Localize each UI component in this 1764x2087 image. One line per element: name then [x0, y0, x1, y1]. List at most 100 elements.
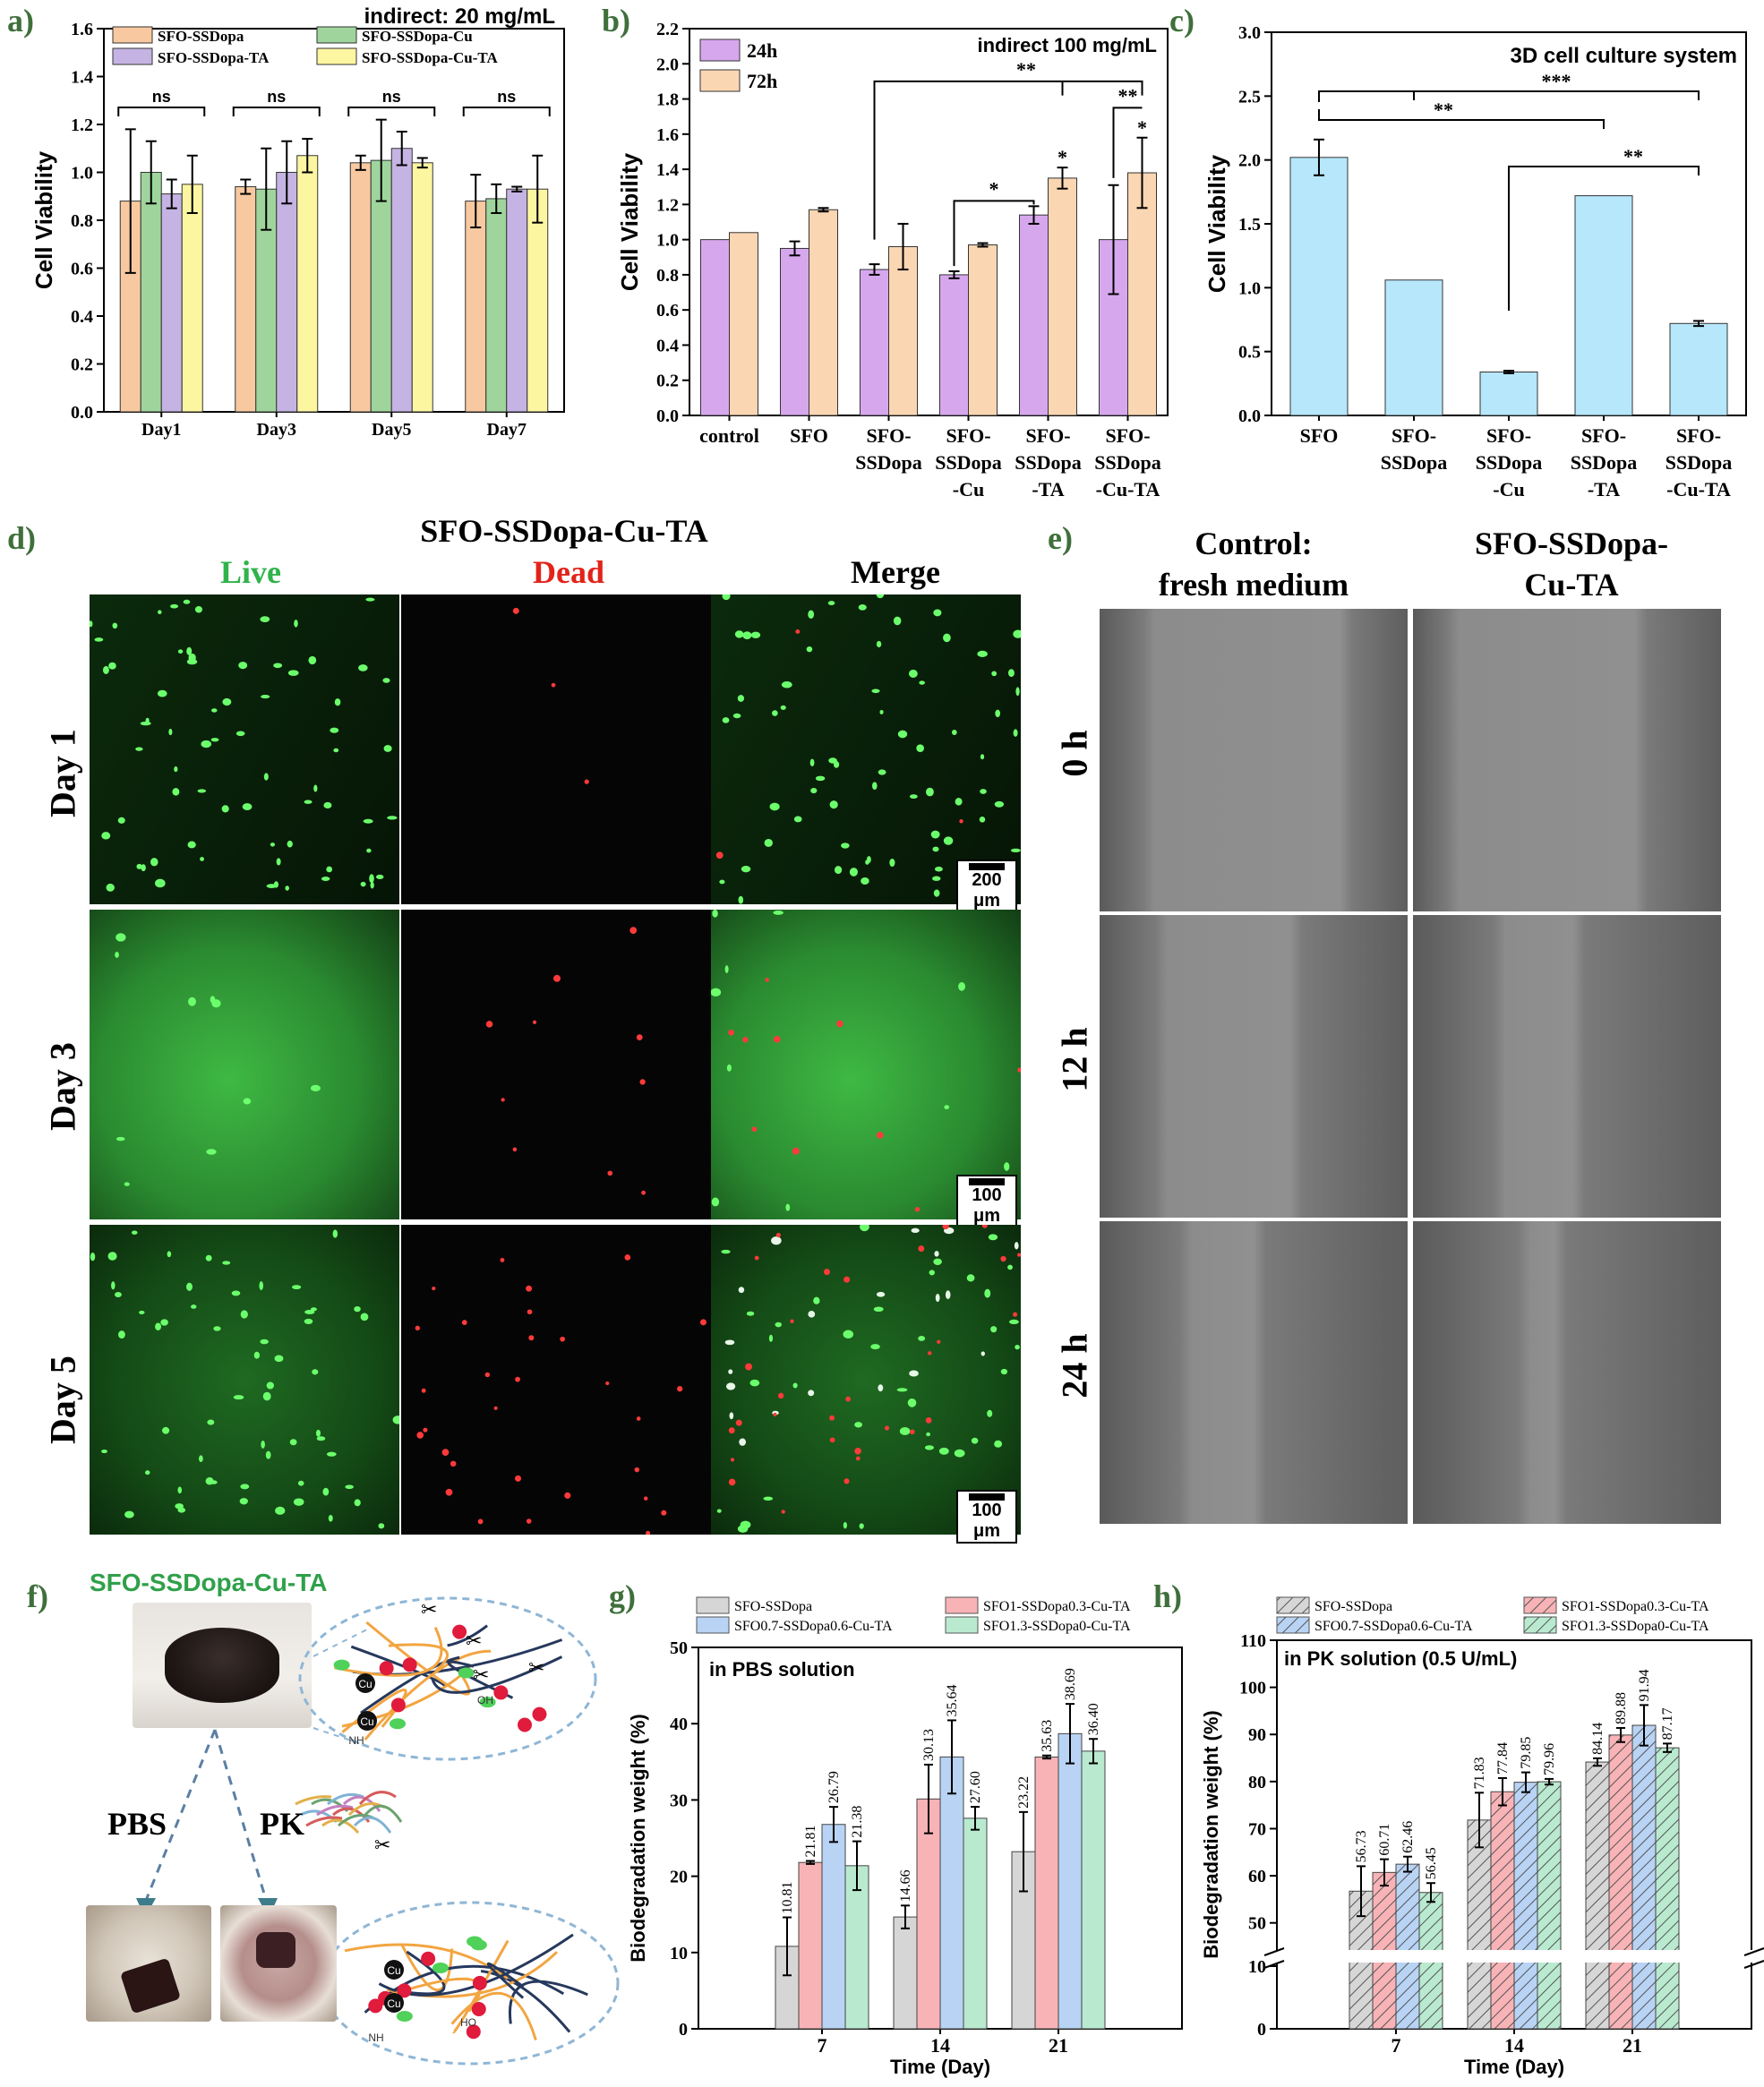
cell	[262, 1391, 271, 1401]
polymer-strand	[387, 1977, 482, 2013]
dead-cell	[855, 1456, 861, 1461]
cell	[139, 1310, 145, 1315]
cell	[370, 882, 374, 889]
data-label: 21.38	[850, 1806, 865, 1838]
cell	[907, 1398, 917, 1407]
dead-cell	[715, 851, 724, 860]
dead-cell	[854, 1448, 861, 1455]
bar	[1127, 172, 1157, 416]
cell	[160, 1319, 168, 1326]
cell	[944, 1105, 950, 1109]
bar	[276, 172, 298, 413]
data-label: 21.81	[803, 1825, 818, 1857]
cell	[273, 663, 283, 669]
cell	[392, 1416, 399, 1424]
scratch-treated-12h	[1413, 915, 1721, 1218]
scale-bar-line	[969, 1493, 1005, 1501]
cell	[861, 877, 869, 885]
dead-cell	[937, 1339, 941, 1344]
bar	[181, 184, 203, 413]
bar	[1479, 371, 1538, 416]
cell	[239, 1498, 248, 1505]
cell	[739, 1438, 747, 1446]
cell	[916, 744, 925, 753]
cell	[167, 1251, 172, 1258]
x-tick-label: -Cu-TA	[1096, 478, 1160, 500]
chart-g: 0 10 20 30 40 50 Biodegradation weight (%) Time…	[627, 1596, 1183, 2078]
bar	[465, 201, 487, 413]
network-ellipse-top	[298, 1596, 597, 1761]
micrograph-day3-merge	[711, 910, 1021, 1219]
dead-cell	[781, 1510, 785, 1514]
green-node	[432, 1962, 449, 1973]
cell	[897, 730, 908, 739]
d-row-day5: Day 5	[42, 1356, 83, 1444]
cell	[197, 789, 207, 793]
dead-cell	[677, 1386, 683, 1392]
legend-swatch	[112, 47, 153, 65]
chart-title: in PK solution (0.5 U/mL)	[1284, 1647, 1517, 1670]
sig-label: *	[1058, 146, 1067, 168]
cell	[276, 858, 281, 866]
cell	[111, 1281, 116, 1290]
e-row-12h: 12 h	[1054, 1027, 1095, 1092]
red-node	[452, 1624, 467, 1639]
cell	[273, 881, 279, 888]
scale-bar-line	[969, 1178, 1005, 1185]
cell	[815, 775, 826, 782]
bar	[1585, 1761, 1610, 2030]
polymer-strand	[334, 1626, 443, 1677]
cell	[926, 1432, 931, 1437]
micrograph-day5-dead	[401, 1225, 711, 1535]
hydrogel-photo	[133, 1603, 312, 1728]
x-tick-label: SFO-	[866, 424, 911, 447]
cell	[287, 670, 299, 676]
sig-label: ***	[1542, 70, 1571, 92]
green-node	[467, 1936, 484, 1947]
cell	[90, 1252, 96, 1262]
legend-label: SFO-SSDopa-TA	[158, 49, 270, 66]
polymer-strand	[451, 1939, 510, 2034]
cell	[870, 1344, 880, 1350]
cell	[843, 1521, 848, 1529]
axis-break	[1264, 1950, 1764, 1963]
cell-dots	[711, 910, 1021, 1212]
y-tick-label: 10	[670, 1944, 688, 1963]
scale-bar: 100 μm	[956, 1175, 1017, 1228]
cell	[943, 836, 954, 845]
plot-frame	[689, 28, 1169, 416]
cell	[934, 1251, 939, 1257]
chart-h: 0 10 50 60 70 80 90 100 110 Biodegradation weight…	[1200, 1596, 1764, 2078]
y-tick-label: 2.5	[1238, 87, 1261, 107]
cell	[135, 747, 143, 751]
cell	[253, 1351, 261, 1359]
cell	[1007, 669, 1015, 678]
micrograph-day5-live	[90, 1225, 399, 1535]
cell	[330, 727, 339, 733]
dead-cell	[629, 927, 638, 935]
legend-label: SFO1-SSDopa0.3-Cu-TA	[983, 1599, 1131, 1614]
legend-swatch	[945, 1616, 979, 1634]
scratch-control-24h	[1100, 1221, 1408, 1524]
dead-cell	[564, 1492, 571, 1499]
y-axis-label: Cell Viability	[1203, 154, 1230, 293]
bar	[140, 172, 162, 413]
dead-cell	[925, 1416, 932, 1424]
panel-label-g: g)	[609, 1578, 636, 1614]
legend-label: SFO1.3-SSDopa0-Cu-TA	[1562, 1619, 1709, 1634]
bar	[1034, 1756, 1059, 2030]
cell	[810, 787, 818, 794]
micrograph-day1-merge	[711, 594, 1021, 904]
cell	[323, 801, 332, 809]
cell	[124, 1182, 130, 1186]
cell	[764, 839, 773, 847]
y-tick-label: 1.5	[1238, 215, 1261, 235]
cell	[194, 605, 202, 613]
y-tick-label: 0.6	[656, 301, 679, 321]
y-tick-label: 1.6	[656, 125, 679, 145]
cell	[116, 933, 126, 942]
x-tick-label: SSDopa	[1666, 451, 1733, 474]
red-node	[471, 2002, 486, 2017]
cell	[326, 1451, 337, 1457]
cell-dots	[715, 594, 1021, 904]
